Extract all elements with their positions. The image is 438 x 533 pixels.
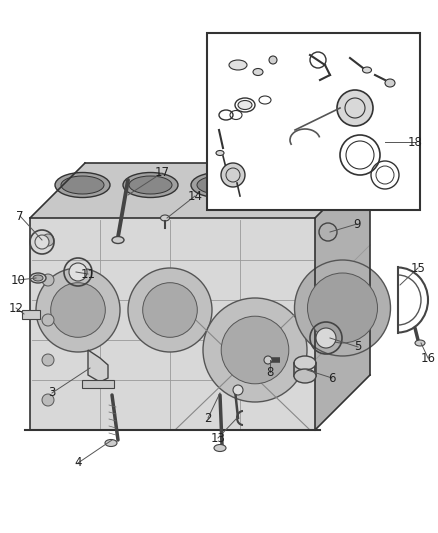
Text: 11: 11 [81,268,95,280]
Circle shape [42,274,54,286]
Ellipse shape [294,356,316,370]
Bar [82,380,114,388]
Text: 13: 13 [211,432,226,445]
Circle shape [42,354,54,366]
Circle shape [35,235,49,249]
Circle shape [221,163,245,187]
Text: 6: 6 [328,372,336,384]
Circle shape [128,268,212,352]
Circle shape [307,273,378,343]
Ellipse shape [259,173,314,198]
Polygon shape [30,218,315,430]
Bar [22,310,40,319]
Ellipse shape [61,176,104,194]
Polygon shape [30,163,370,218]
Ellipse shape [55,173,110,198]
Text: 17: 17 [155,166,170,180]
Ellipse shape [30,273,46,283]
Polygon shape [88,350,108,382]
Ellipse shape [160,215,170,221]
Ellipse shape [33,275,43,281]
Ellipse shape [229,60,247,70]
Circle shape [36,268,120,352]
Ellipse shape [129,176,172,194]
Circle shape [337,90,373,126]
Text: 14: 14 [187,190,202,203]
Ellipse shape [385,79,395,87]
Ellipse shape [191,173,246,198]
Ellipse shape [216,150,224,156]
Ellipse shape [214,445,226,451]
Circle shape [221,316,289,384]
Ellipse shape [264,356,272,364]
Text: 12: 12 [8,302,24,314]
Ellipse shape [238,101,252,109]
Text: 18: 18 [408,135,422,149]
Ellipse shape [112,237,124,244]
Text: 10: 10 [11,273,25,287]
Text: 5: 5 [354,341,362,353]
Circle shape [294,260,391,356]
Text: 7: 7 [16,209,24,222]
Circle shape [51,282,105,337]
Ellipse shape [253,69,263,76]
Ellipse shape [269,56,277,64]
Text: 4: 4 [74,456,82,470]
Circle shape [69,263,87,281]
Circle shape [42,394,54,406]
Circle shape [316,328,336,348]
Ellipse shape [265,176,308,194]
Text: 16: 16 [420,351,435,365]
Text: 3: 3 [48,386,56,400]
Text: 8: 8 [266,366,274,378]
Polygon shape [315,163,370,430]
Ellipse shape [294,369,316,383]
Text: 2: 2 [204,411,212,424]
Ellipse shape [123,173,178,198]
Text: 9: 9 [353,217,361,230]
Ellipse shape [415,340,425,346]
Ellipse shape [197,176,240,194]
Bar [207,33,420,210]
Circle shape [203,298,307,402]
Circle shape [42,234,54,246]
Text: 15: 15 [410,262,425,274]
Circle shape [233,385,243,395]
Ellipse shape [363,67,371,73]
Circle shape [42,314,54,326]
Ellipse shape [105,440,117,447]
Circle shape [143,282,197,337]
